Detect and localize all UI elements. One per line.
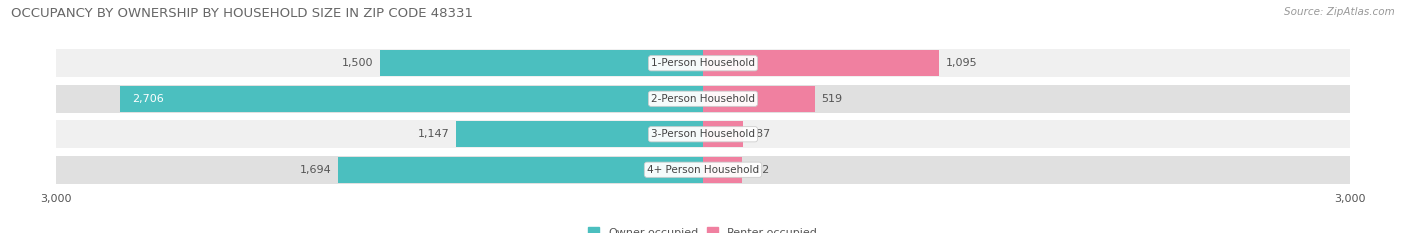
- Bar: [703, 157, 742, 182]
- Text: Source: ZipAtlas.com: Source: ZipAtlas.com: [1284, 7, 1395, 17]
- Bar: [703, 121, 744, 147]
- Text: 1-Person Household: 1-Person Household: [651, 58, 755, 68]
- Text: 3-Person Household: 3-Person Household: [651, 129, 755, 139]
- Text: 1,095: 1,095: [945, 58, 977, 68]
- Bar: [337, 157, 703, 182]
- Bar: [56, 85, 1350, 113]
- Text: 2,706: 2,706: [132, 94, 165, 104]
- Bar: [56, 49, 1350, 77]
- Text: 187: 187: [749, 129, 770, 139]
- Bar: [456, 121, 703, 147]
- Bar: [703, 86, 815, 112]
- Text: 1,147: 1,147: [418, 129, 450, 139]
- Bar: [56, 120, 1350, 148]
- Text: 1,694: 1,694: [299, 165, 332, 175]
- Text: OCCUPANCY BY OWNERSHIP BY HOUSEHOLD SIZE IN ZIP CODE 48331: OCCUPANCY BY OWNERSHIP BY HOUSEHOLD SIZE…: [11, 7, 474, 20]
- Bar: [703, 51, 939, 76]
- Bar: [56, 156, 1350, 184]
- Text: 519: 519: [821, 94, 842, 104]
- Legend: Owner-occupied, Renter-occupied: Owner-occupied, Renter-occupied: [583, 223, 823, 233]
- Text: 2-Person Household: 2-Person Household: [651, 94, 755, 104]
- Bar: [380, 51, 703, 76]
- Text: 4+ Person Household: 4+ Person Household: [647, 165, 759, 175]
- Bar: [120, 86, 703, 112]
- Text: 182: 182: [749, 165, 770, 175]
- Text: 1,500: 1,500: [342, 58, 373, 68]
